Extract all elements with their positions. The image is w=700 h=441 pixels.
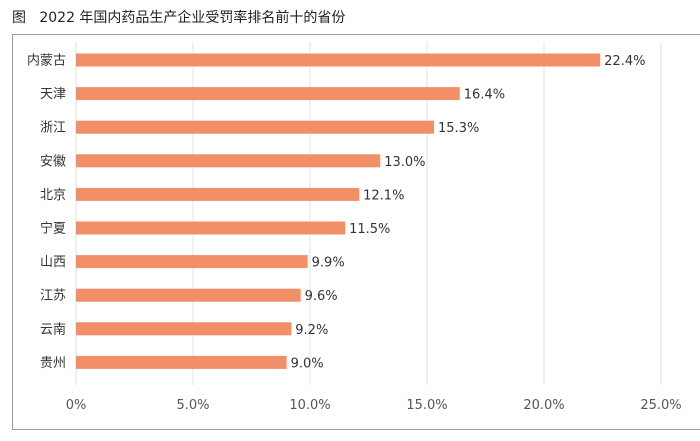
data-label: 12.1% bbox=[363, 188, 404, 203]
data-label: 15.3% bbox=[438, 121, 479, 136]
category-label: 天津 bbox=[40, 87, 66, 102]
category-label: 北京 bbox=[40, 188, 66, 203]
data-label: 11.5% bbox=[349, 222, 390, 237]
x-tick-label: 10.0% bbox=[289, 398, 330, 413]
category-label: 内蒙古 bbox=[27, 53, 66, 69]
bar bbox=[76, 288, 301, 302]
bar bbox=[76, 187, 360, 201]
data-label: 9.6% bbox=[305, 289, 338, 304]
bar bbox=[76, 154, 381, 168]
x-tick-label: 0% bbox=[66, 398, 87, 413]
x-tick-label: 5.0% bbox=[176, 398, 209, 413]
x-tick-label: 20.0% bbox=[523, 398, 564, 413]
bar bbox=[76, 322, 292, 336]
chart-title: 图 2022 年国内药品生产企业受罚率排名前十的省份 bbox=[12, 10, 346, 26]
bar bbox=[76, 87, 460, 101]
x-tick-label: 25.0% bbox=[640, 398, 681, 413]
data-label: 9.0% bbox=[291, 356, 324, 371]
data-label: 9.2% bbox=[295, 323, 328, 338]
bar bbox=[76, 255, 308, 269]
category-label: 江苏 bbox=[40, 288, 66, 304]
data-label: 13.0% bbox=[384, 155, 425, 170]
category-label: 安徽 bbox=[40, 154, 66, 169]
bar bbox=[76, 221, 346, 235]
bar bbox=[76, 53, 601, 67]
category-label: 浙江 bbox=[40, 121, 66, 136]
data-label: 9.9% bbox=[312, 256, 345, 271]
data-label: 16.4% bbox=[464, 88, 505, 103]
chart-frame bbox=[12, 34, 700, 430]
bar bbox=[76, 355, 287, 369]
category-label: 云南 bbox=[40, 321, 66, 337]
bar bbox=[76, 120, 435, 134]
x-tick-label: 15.0% bbox=[406, 398, 447, 413]
data-label: 22.4% bbox=[604, 54, 645, 69]
category-label: 贵州 bbox=[40, 356, 66, 371]
category-label: 山西 bbox=[40, 255, 66, 270]
category-label: 宁夏 bbox=[40, 221, 66, 237]
